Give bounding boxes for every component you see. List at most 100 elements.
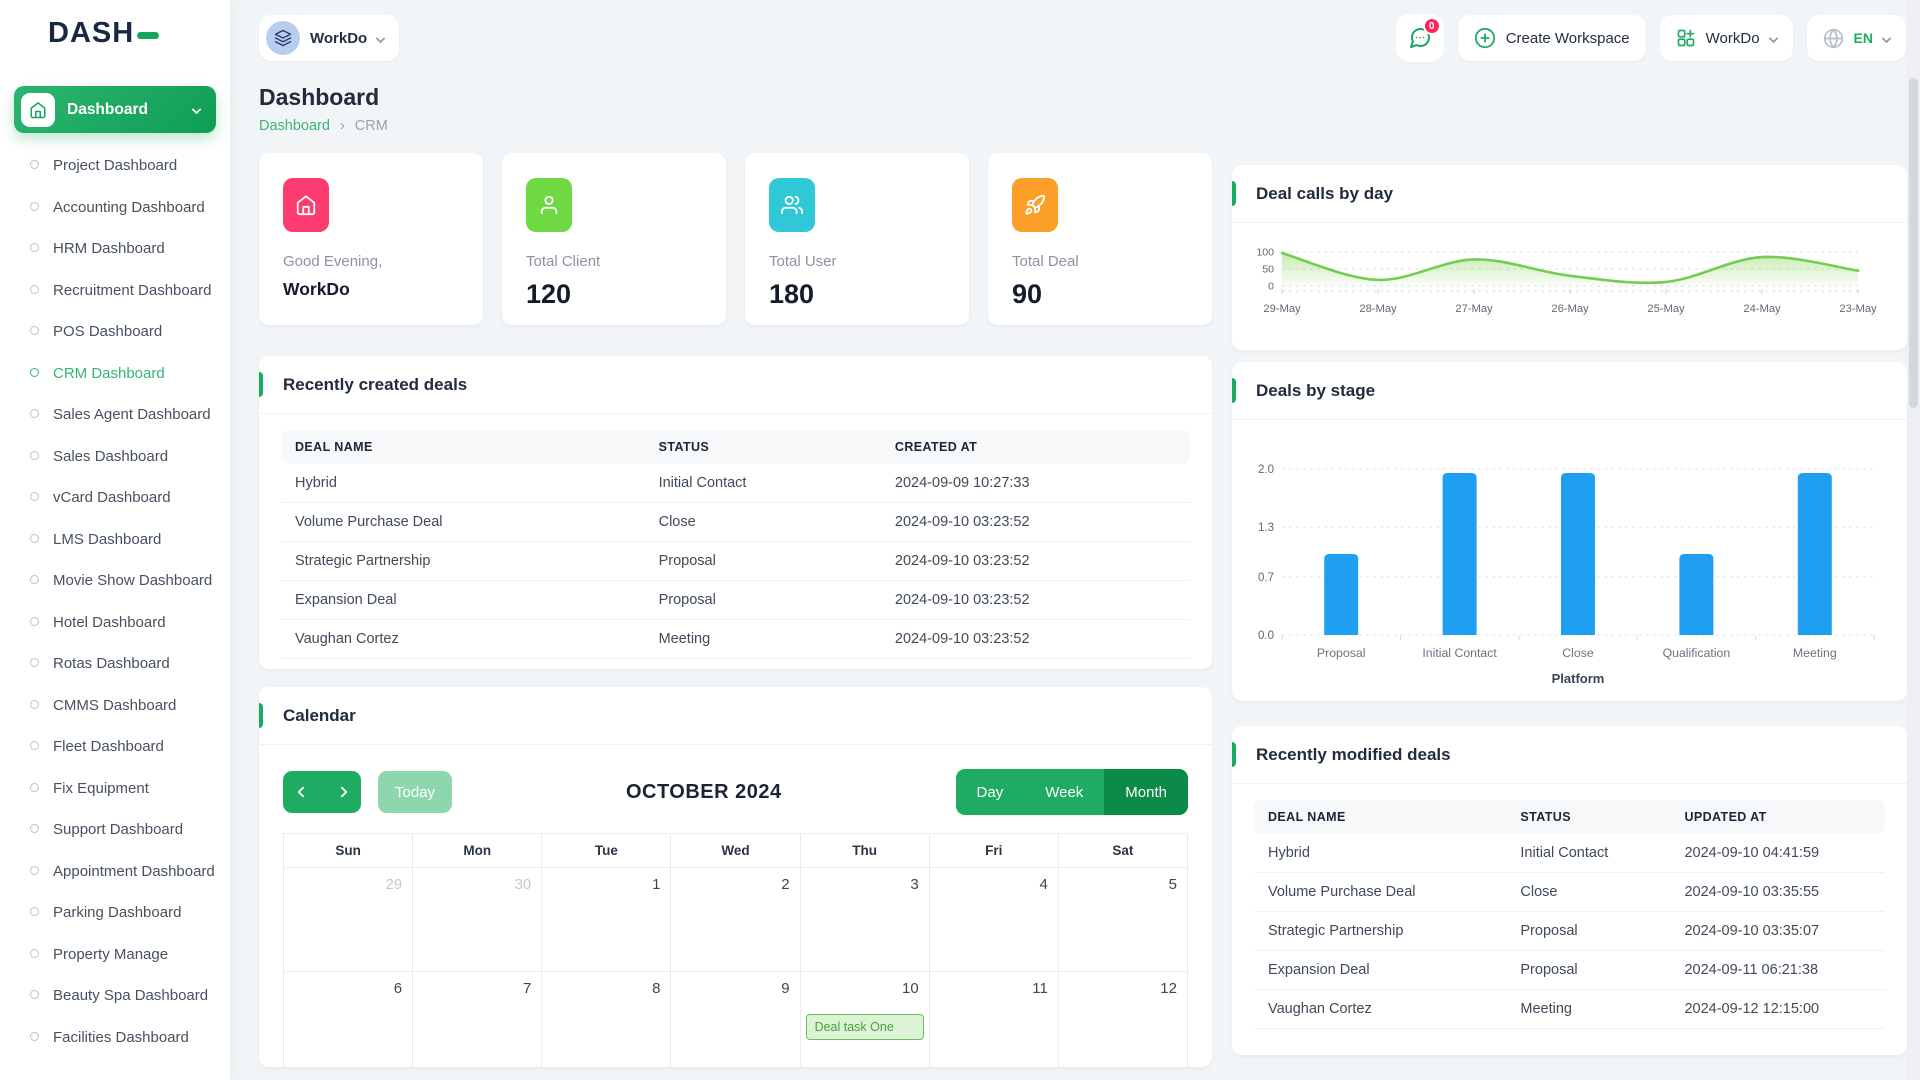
sidebar-item-beauty-spa-dashboard[interactable]: Beauty Spa Dashboard — [0, 975, 230, 1017]
sidebar-item-movie-show-dashboard[interactable]: Movie Show Dashboard — [0, 560, 230, 602]
language-selector[interactable]: EN — [1806, 15, 1906, 61]
calendar-day-number: 4 — [1039, 876, 1048, 893]
brand-logo-text: DASH — [48, 16, 135, 49]
table-cell: Proposal — [1506, 950, 1671, 990]
sidebar-item-recruitment-dashboard[interactable]: Recruitment Dashboard — [0, 270, 230, 312]
chevron-down-icon — [1768, 33, 1778, 43]
svg-text:28-May: 28-May — [1359, 303, 1397, 315]
circle-bullet-icon — [30, 201, 39, 211]
sidebar-item-appointment-dashboard[interactable]: Appointment Dashboard — [0, 851, 230, 893]
chevron-right-icon — [335, 786, 348, 798]
sidebar-item-support-dashboard[interactable]: Support Dashboard — [0, 809, 230, 851]
column-header: DEAL NAME — [281, 430, 645, 464]
workspace-selector[interactable]: WorkDo — [259, 15, 400, 61]
sidebar-item-label: vCard Dashboard — [53, 489, 171, 506]
svg-text:25-May: 25-May — [1647, 303, 1685, 315]
column-header: CREATED AT — [880, 430, 1190, 464]
table-cell: 2024-09-10 03:35:55 — [1670, 872, 1885, 912]
sidebar-item-hotel-dashboard[interactable]: Hotel Dashboard — [0, 602, 230, 644]
table-cell: Initial Contact — [1506, 834, 1671, 873]
circle-bullet-icon — [30, 243, 39, 252]
calendar-day-cell[interactable]: 2 — [671, 868, 801, 972]
sidebar-item-crm-dashboard[interactable]: CRM Dashboard — [0, 353, 230, 395]
calendar-day-cell[interactable]: 9 — [671, 972, 801, 1067]
stat-value: 180 — [769, 279, 815, 309]
calendar-day-number: 9 — [781, 980, 790, 997]
sidebar-item-facilities-dashboard[interactable]: Facilities Dashboard — [0, 1017, 230, 1059]
circle-bullet-icon — [30, 284, 39, 294]
calendar-day-cell[interactable]: 3 — [800, 868, 930, 972]
topbar-actions: 0 Create Workspace WorkDo EN — [1395, 14, 1906, 62]
sidebar-item-property-manage[interactable]: Property Manage — [0, 934, 230, 976]
table-cell: Close — [644, 502, 881, 542]
calendar-prev-button[interactable] — [283, 771, 322, 813]
svg-text:26-May: 26-May — [1551, 303, 1589, 315]
sidebar-item-fleet-dashboard[interactable]: Fleet Dashboard — [0, 726, 230, 768]
calendar-day-cell[interactable]: 29 — [284, 868, 414, 972]
table-cell: Vaughan Cortez — [1254, 989, 1507, 1029]
sidebar-item-label: HRM Dashboard — [53, 240, 165, 257]
sidebar-dashboard-toggle[interactable]: Dashboard — [14, 86, 216, 133]
calendar-day-cell[interactable]: 8 — [542, 972, 672, 1067]
sidebar-item-rotas-dashboard[interactable]: Rotas Dashboard — [0, 643, 230, 685]
sidebar-item-cmms-dashboard[interactable]: CMMS Dashboard — [0, 685, 230, 727]
messages-button[interactable]: 0 — [1395, 14, 1444, 62]
calendar-view-day[interactable]: Day — [955, 769, 1025, 815]
table-cell: Volume Purchase Deal — [1254, 872, 1507, 912]
chevron-down-icon — [1881, 33, 1892, 43]
calendar-next-button[interactable] — [322, 771, 361, 813]
calendar-grid: Sun Mon Tue Wed Thu Fri Sat 29 30 1 2 3 4 5 6 7 8 9 10 Deal… — [283, 833, 1188, 1067]
table-cell: Volume Purchase Deal — [281, 502, 645, 542]
svg-text:0.0: 0.0 — [1258, 630, 1274, 642]
calendar-day-cell[interactable]: 11 — [930, 972, 1059, 1067]
sidebar-item-parking-dashboard[interactable]: Parking Dashboard — [0, 892, 230, 934]
breadcrumb-dashboard-link[interactable]: Dashboard — [259, 118, 330, 134]
brand-logo[interactable]: DASH — [0, 0, 230, 66]
sidebar-item-fix-equipment[interactable]: Fix Equipment — [0, 768, 230, 810]
calendar-day-cell[interactable]: 5 — [1058, 868, 1188, 972]
account-menu[interactable]: WorkDo — [1659, 15, 1793, 61]
circle-bullet-icon — [30, 865, 39, 875]
calendar-today-button[interactable]: Today — [378, 771, 453, 813]
circle-bullet-icon — [30, 575, 39, 584]
sidebar-item-label: Recruitment Dashboard — [53, 281, 212, 299]
calendar-view-month[interactable]: Month — [1104, 769, 1188, 815]
sidebar-item-label: LMS Dashboard — [53, 530, 162, 548]
sidebar-item-accounting-dashboard[interactable]: Accounting Dashboard — [0, 187, 230, 229]
sidebar-item-vcard-dashboard[interactable]: vCard Dashboard — [0, 477, 230, 519]
calendar-day-number: 11 — [1032, 980, 1048, 997]
calendar-day-cell[interactable]: 7 — [413, 972, 543, 1067]
calendar-day-cell[interactable]: 12 — [1059, 972, 1188, 1067]
workspace-avatar-icon — [266, 21, 300, 55]
calendar-day-cell[interactable]: 4 — [929, 868, 1059, 972]
sidebar-group-label: Dashboard — [67, 100, 148, 118]
sidebar-item-label: Fix Equipment — [53, 779, 149, 797]
sidebar-item-sales-agent-dashboard[interactable]: Sales Agent Dashboard — [0, 394, 230, 436]
svg-text:Meeting: Meeting — [1793, 646, 1837, 660]
calendar-day-cell[interactable]: 6 — [284, 972, 414, 1067]
calendar-day-cell[interactable]: 30 — [413, 868, 543, 972]
sidebar-item-project-dashboard[interactable]: Project Dashboard — [0, 145, 230, 187]
sidebar-item-label: Sales Agent Dashboard — [53, 406, 211, 423]
calendar-view-week[interactable]: Week — [1024, 769, 1105, 815]
sidebar-item-lms-dashboard[interactable]: LMS Dashboard — [0, 519, 230, 561]
sidebar-item-label: Facilities Dashboard — [53, 1028, 189, 1046]
calendar-day-cell[interactable]: 1 — [542, 868, 672, 972]
table-cell: Meeting — [644, 619, 881, 659]
home-icon — [21, 92, 55, 127]
circle-bullet-icon — [30, 533, 39, 543]
create-workspace-button[interactable]: Create Workspace — [1457, 15, 1646, 61]
sidebar-item-pos-dashboard[interactable]: POS Dashboard — [0, 311, 230, 353]
calendar-weekday-header: Mon — [413, 834, 543, 868]
table-cell: 2024-09-10 03:23:52 — [880, 580, 1190, 620]
calendar-day-cell[interactable]: 10 Deal task One — [801, 972, 930, 1067]
table-cell: 2024-09-10 03:23:52 — [880, 619, 1190, 659]
sidebar-item-hrm-dashboard[interactable]: HRM Dashboard — [0, 228, 230, 270]
sidebar-item-sales-dashboard[interactable]: Sales Dashboard — [0, 436, 230, 478]
messages-badge: 0 — [1422, 17, 1441, 35]
scrollbar-thumb[interactable] — [1909, 78, 1918, 408]
circle-bullet-icon — [30, 1031, 39, 1041]
home-icon — [283, 178, 329, 232]
table-row: Volume Purchase Deal Close 2024-09-10 03:2… — [281, 502, 1190, 542]
calendar-event[interactable]: Deal task One — [805, 1014, 924, 1040]
